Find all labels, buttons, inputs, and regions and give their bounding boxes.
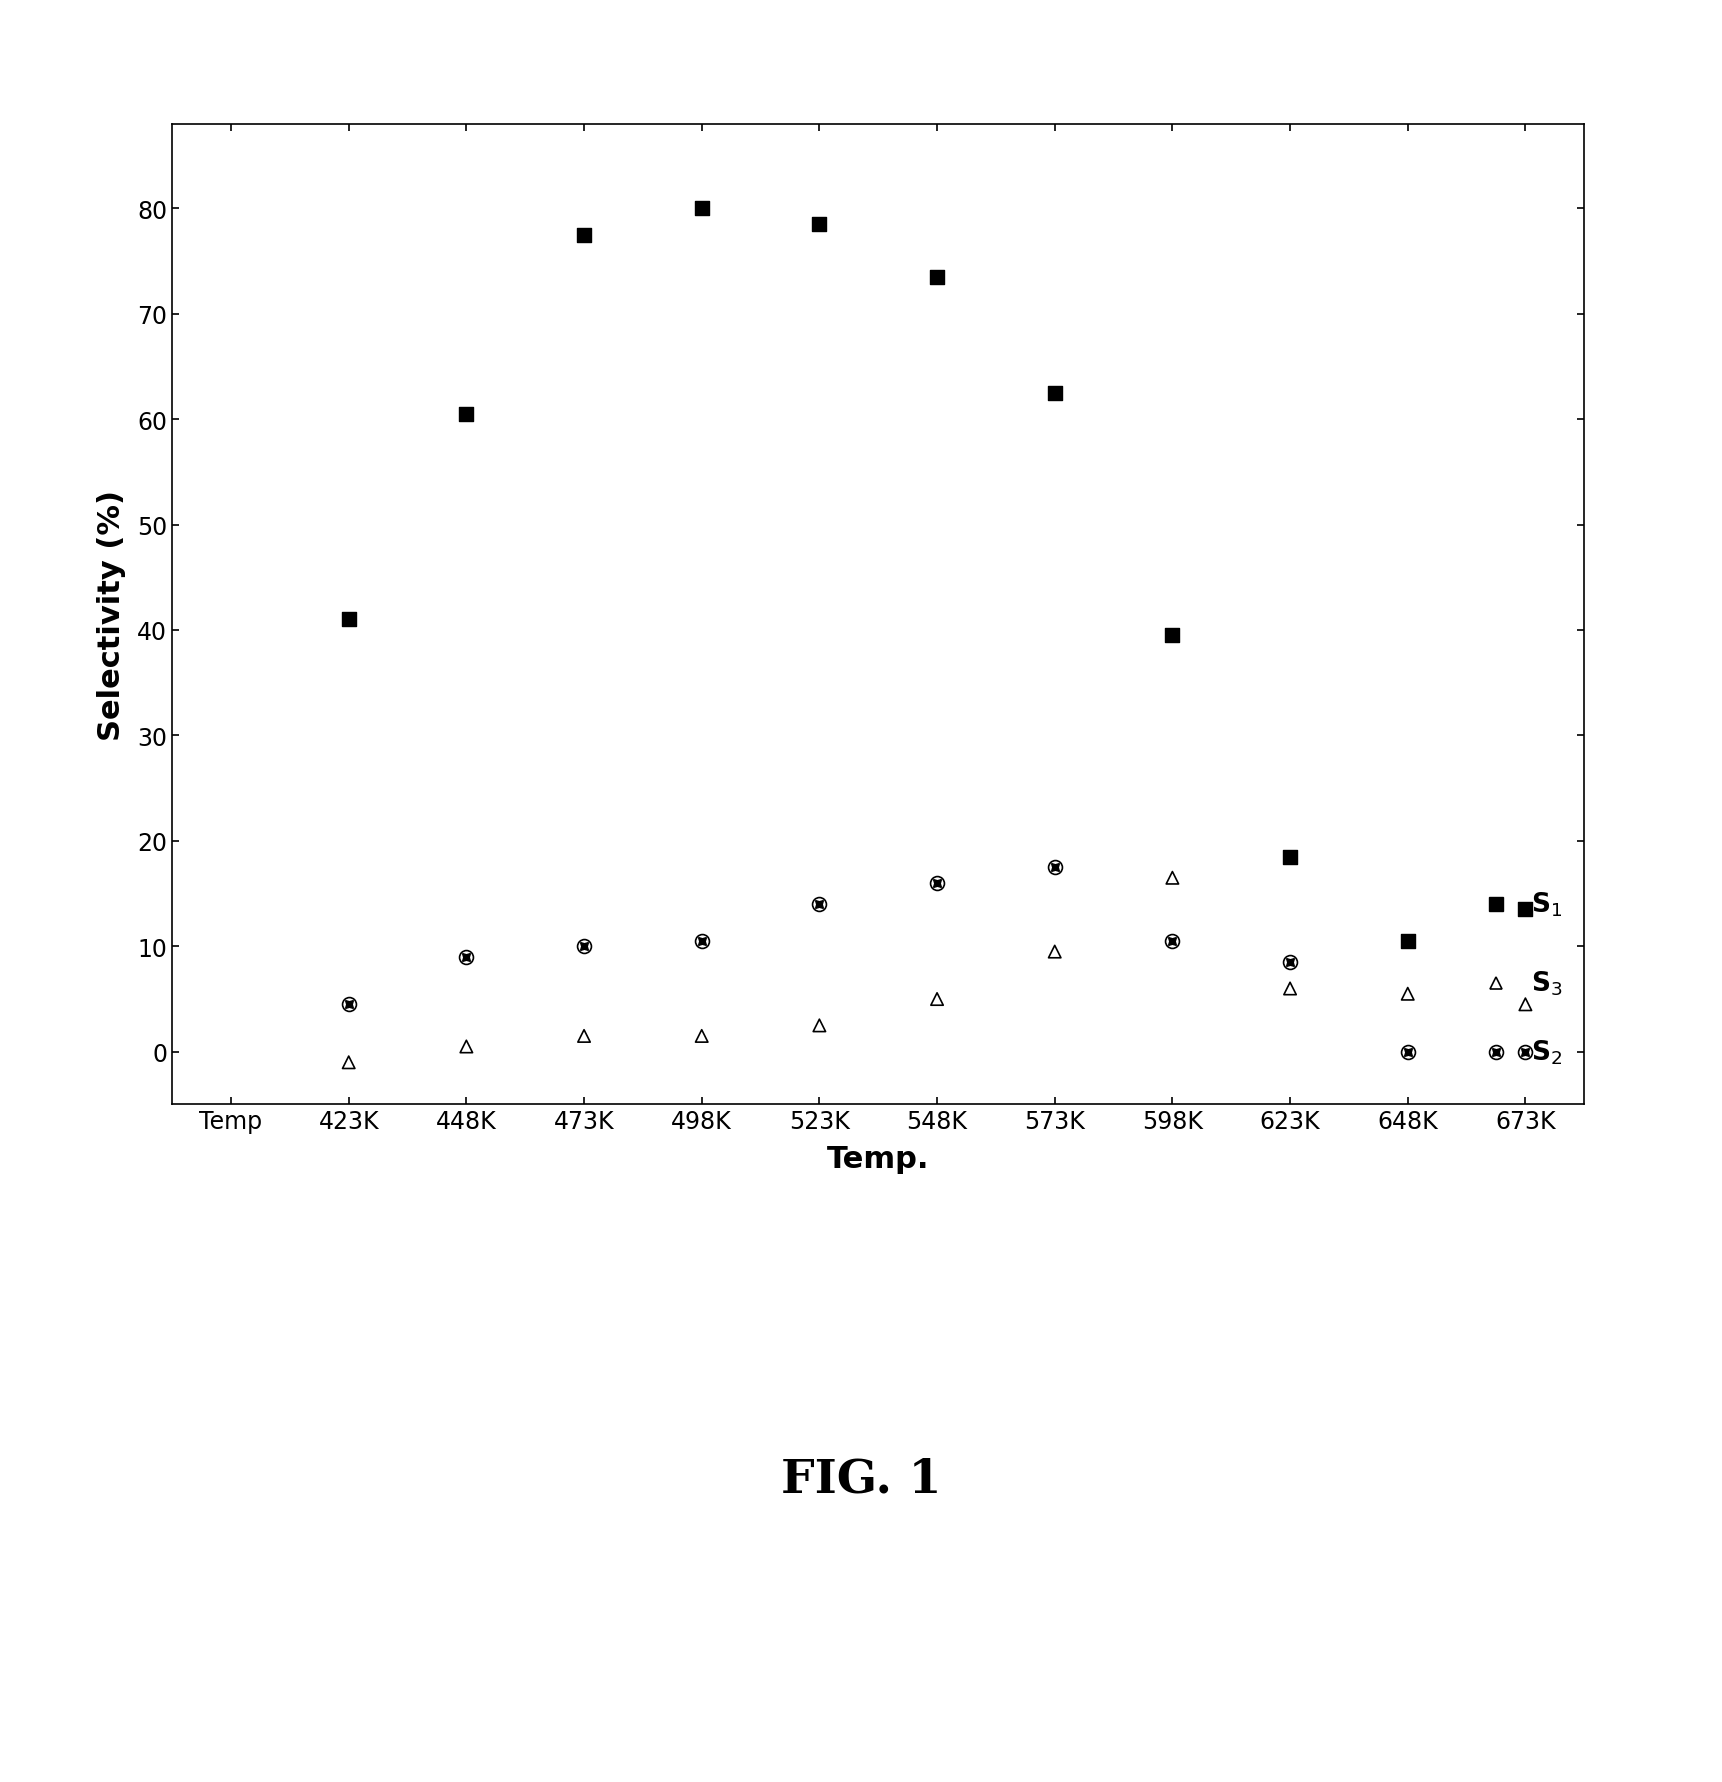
Text: FIG. 1: FIG. 1 [780, 1456, 942, 1502]
Point [1159, 622, 1186, 650]
Point [923, 264, 951, 292]
Point [1040, 937, 1068, 966]
Point [1040, 380, 1068, 408]
Text: $\mathbf{S}_{3}$: $\mathbf{S}_{3}$ [1531, 969, 1564, 998]
Point [923, 985, 951, 1014]
X-axis label: Temp.: Temp. [827, 1144, 930, 1174]
Point [453, 401, 480, 429]
Point [1512, 991, 1539, 1019]
Point [570, 221, 598, 249]
Point [687, 194, 716, 223]
Point [1512, 896, 1539, 925]
Text: $\mathbf{S}_{2}$: $\mathbf{S}_{2}$ [1531, 1037, 1562, 1066]
Point [687, 1023, 716, 1051]
Point [1159, 864, 1186, 893]
Text: $\mathbf{S}_{1}$: $\mathbf{S}_{1}$ [1531, 891, 1562, 920]
Point [1276, 843, 1304, 871]
Point [1276, 975, 1304, 1003]
Point [453, 1032, 480, 1060]
Point [334, 606, 362, 634]
Point [1393, 927, 1421, 955]
Point [806, 210, 833, 239]
Point [1393, 980, 1421, 1009]
Point [334, 1048, 362, 1076]
Y-axis label: Selectivity (%): Selectivity (%) [96, 490, 126, 740]
Point [806, 1012, 833, 1041]
Point [570, 1023, 598, 1051]
